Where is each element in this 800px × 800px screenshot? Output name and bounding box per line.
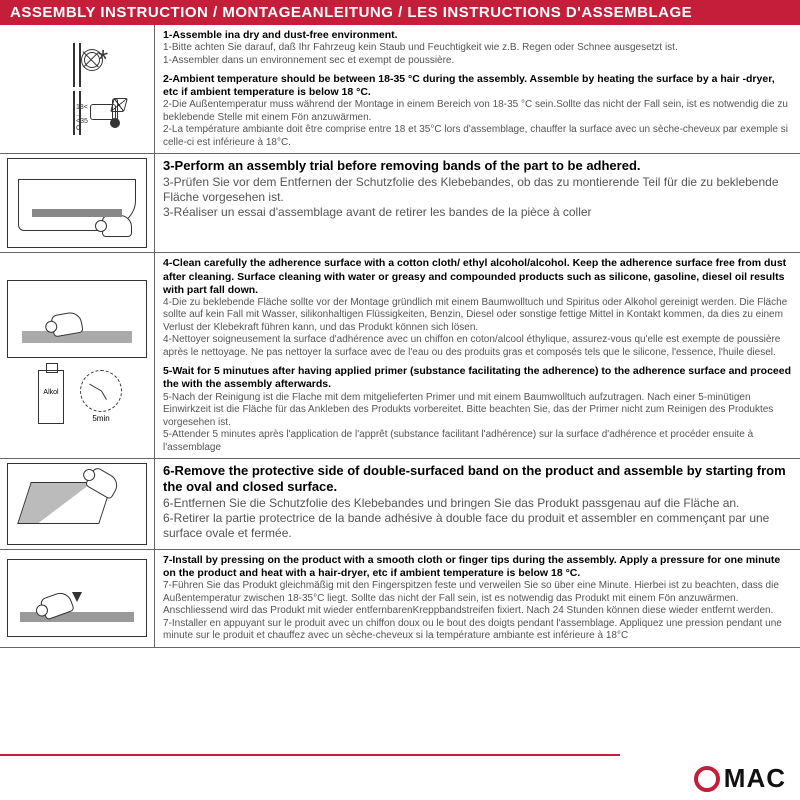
step-row-3: 3-Perform an assembly trial before remov… [0, 154, 800, 253]
step-row-1-2: 18< ...<35 C 1-Assemble ina dry and dust… [0, 25, 800, 154]
step6-fr: 6-Retirer la partie protectrice de la ba… [163, 511, 792, 541]
step7-en: 7-Install by pressing on the product wit… [163, 554, 792, 580]
step2-en: 2-Ambient temperature should be between … [163, 73, 792, 99]
step-text-1-2: 1-Assemble ina dry and dust-free environ… [155, 25, 800, 153]
step4-en: 4-Clean carefully the adherence surface … [163, 257, 792, 296]
step6-en: 6-Remove the protective side of double-s… [163, 463, 792, 496]
step3-en: 3-Perform an assembly trial before remov… [163, 158, 792, 174]
hairdryer-crossed-icon [79, 91, 81, 135]
step-text-6: 6-Remove the protective side of double-s… [155, 459, 800, 549]
clock-icon [80, 370, 122, 412]
illustration-env-temp: 18< ...<35 C [0, 25, 155, 153]
brand-ring-icon [694, 766, 720, 792]
step1-fr: 1-Assembler dans un environnement sec et… [163, 55, 792, 68]
hand-icon [102, 215, 132, 237]
step-row-4-5: Alkol 5min 4-Clean carefully the adheren… [0, 253, 800, 459]
accent-divider [0, 754, 620, 756]
page-title: ASSEMBLY INSTRUCTION / MONTAGEANLEITUNG … [0, 0, 800, 25]
illustration-clean-primer: Alkol 5min [0, 253, 155, 458]
step7-fr: 7-Installer en appuyant sur le produit a… [163, 618, 792, 643]
cleaning-illustration [7, 280, 147, 358]
down-arrow-icon [72, 592, 82, 602]
snow-crossed-icon [79, 43, 81, 87]
step4-de: 4-Die zu beklebende Fläche sollte vor de… [163, 297, 792, 335]
step2-de: 2-Die Außentemperatur muss während der M… [163, 99, 792, 124]
step2-fr: 2-La température ambiante doit être comp… [163, 124, 792, 149]
step6-de: 6-Entfernen Sie die Schutzfolie des Kleb… [163, 496, 792, 511]
alcohol-bottle-icon: Alkol [38, 370, 64, 424]
clock-label: 5min [92, 414, 109, 423]
step3-de: 3-Prüfen Sie vor dem Entfernen der Schut… [163, 175, 792, 205]
hand-peel-icon [85, 466, 122, 500]
brand-logo: MAC [694, 763, 786, 794]
step-row-6: 6-Remove the protective side of double-s… [0, 459, 800, 550]
step1-en: 1-Assemble ina dry and dust-free environ… [163, 29, 792, 42]
step7-de: 7-Führen Sie das Produkt gleichmäßig mit… [163, 580, 792, 618]
step-text-7: 7-Install by pressing on the product wit… [155, 550, 800, 647]
brand-text: MAC [724, 763, 786, 794]
illustration-trial-fit [0, 154, 155, 252]
step4-fr: 4-Nettoyer soigneusement la surface d'ad… [163, 334, 792, 359]
step5-de: 5-Nach der Reinigung ist die Flache mit … [163, 392, 792, 430]
step-row-7: 7-Install by pressing on the product wit… [0, 550, 800, 648]
bottle-label: Alkol [39, 389, 63, 396]
thermometer-icon: 18< ...<35 C [73, 91, 75, 135]
step5-fr: 5-Attender 5 minutes après l'application… [163, 429, 792, 454]
step-text-3: 3-Perform an assembly trial before remov… [155, 154, 800, 252]
illustration-press-install [0, 550, 155, 647]
temp-range-label: 18< ...<35 C [76, 104, 88, 132]
step1-de: 1-Bitte achten Sie darauf, daß Ihr Fahrz… [163, 42, 792, 55]
step-text-4-5: 4-Clean carefully the adherence surface … [155, 253, 800, 458]
step5-en: 5-Wait for 5 minutues after having appli… [163, 365, 792, 391]
hand-press-icon [39, 590, 75, 621]
sun-icon [73, 43, 75, 87]
illustration-peel-tape [0, 459, 155, 549]
step3-fr: 3-Réaliser un essai d'assemblage avant d… [163, 205, 792, 220]
